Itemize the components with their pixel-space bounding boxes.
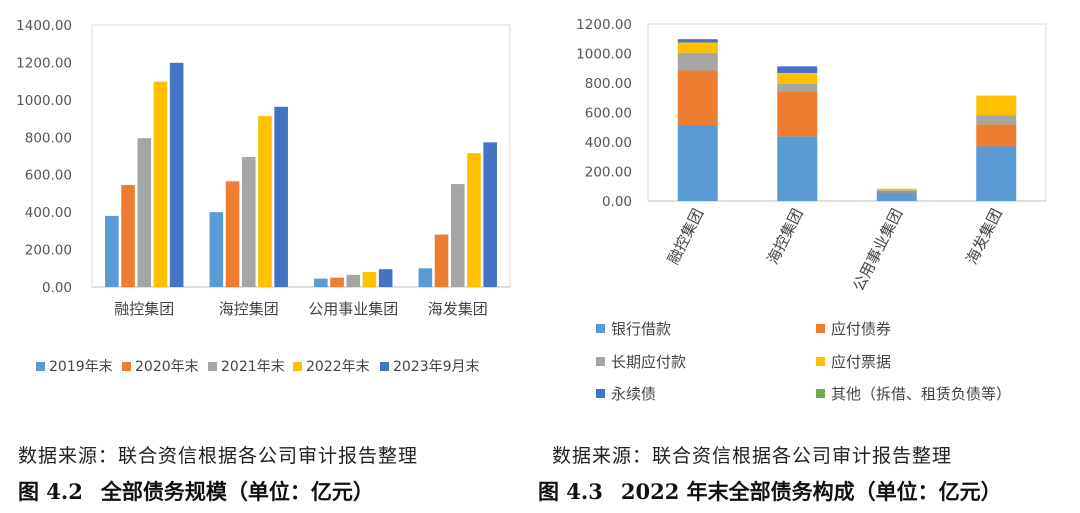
legend-label: 2022年末 — [306, 359, 370, 375]
bar-公用事业集团-2022年末 — [362, 272, 377, 287]
y-tick-label: 200.00 — [25, 243, 72, 259]
bar-公用事业集团-2019年末 — [314, 278, 328, 287]
bar-公用事业集团-2020年末 — [330, 277, 344, 287]
y-tick-label: 200.00 — [585, 165, 632, 181]
stack-海控集团-长期应付款 — [777, 84, 818, 92]
y-tick-label: 0.00 — [42, 280, 72, 296]
legend-label: 应付票据 — [831, 353, 891, 371]
y-tick-label: 600.00 — [585, 106, 632, 122]
x-category-label: 海控集团 — [219, 300, 279, 318]
legend-label: 应付债券 — [831, 320, 891, 338]
bar-海发集团-2020年末 — [434, 234, 449, 287]
stack-融控集团-银行借款 — [677, 125, 718, 201]
stack-融控集团-应付债券 — [677, 70, 718, 126]
y-tick-label: 800.00 — [585, 76, 632, 92]
bar-融控集团-2022年末 — [153, 81, 168, 287]
stack-海发集团-银行借款 — [976, 146, 1017, 201]
bar-海发集团-2022年末 — [467, 153, 481, 287]
stack-公用事业集团-应付票据 — [876, 188, 917, 191]
legend-swatch — [122, 362, 131, 371]
bar-公用事业集团-2021年末 — [346, 274, 361, 287]
stack-公用事业集团-应付债券 — [876, 190, 917, 193]
right-source-note: 数据来源：联合资信根据各公司审计报告整理 — [552, 445, 953, 467]
bar-海发集团-2019年末 — [418, 268, 433, 287]
bar-海控集团-2022年末 — [258, 116, 272, 287]
stack-海控集团-银行借款 — [777, 136, 818, 201]
left-source-note: 数据来源：联合资信根据各公司审计报告整理 — [18, 445, 419, 467]
legend-swatch — [816, 324, 825, 333]
y-tick-label: 1400.00 — [16, 18, 72, 34]
y-tick-label: 1200.00 — [16, 55, 72, 71]
x-category-label: 融控集团 — [664, 206, 707, 268]
bar-海控集团-2021年末 — [241, 156, 256, 287]
x-category-label: 海控集团 — [764, 206, 807, 268]
x-category-label: 公用事业集团 — [308, 300, 398, 318]
x-category-label: 公用事业集团 — [849, 206, 906, 294]
stack-海控集团-永续债 — [777, 66, 818, 73]
stack-海发集团-应付票据 — [976, 95, 1017, 116]
stack-融控集团-应付票据 — [677, 42, 718, 53]
legend-label: 长期应付款 — [611, 353, 686, 371]
bar-融控集团-2019年末 — [105, 215, 119, 287]
legend-swatch — [36, 362, 45, 371]
x-category-label: 融控集团 — [114, 300, 174, 318]
y-tick-label: 1200.00 — [576, 17, 632, 33]
legend-swatch — [816, 357, 825, 366]
legend-swatch — [293, 362, 302, 371]
legend-label: 永续债 — [611, 385, 656, 403]
stack-融控集团-长期应付款 — [677, 52, 718, 71]
left-figure-title: 全部债务规模（单位：亿元） — [100, 479, 374, 504]
bar-海控集团-2019年末 — [209, 212, 224, 287]
right-figure-number: 图 4.3 — [538, 479, 603, 504]
debt-composition-chart: 0.00 200.00 400.00 600.00 800.00 1000.00 1200.… — [576, 17, 1047, 403]
legend-label: 其他（拆借、租赁负债等） — [831, 385, 1011, 403]
legend-swatch — [816, 389, 825, 398]
legend-label: 2023年9月末 — [393, 359, 480, 375]
bar-海发集团-2023年9月末 — [483, 142, 497, 287]
legend-label: 2021年末 — [221, 359, 285, 375]
bar-融控集团-2020年末 — [121, 185, 135, 287]
legend-swatch — [596, 324, 605, 333]
left-figure-number: 图 4.2 — [18, 479, 83, 504]
legend-label: 2020年末 — [135, 359, 199, 375]
y-tick-label: 400.00 — [25, 205, 72, 221]
stack-公用事业集团-长期应付款 — [876, 190, 917, 191]
legend-swatch — [380, 362, 389, 371]
legend-label: 2019年末 — [49, 359, 113, 375]
bar-海控集团-2020年末 — [225, 181, 240, 287]
stack-融控集团-永续债 — [677, 39, 718, 43]
stack-海控集团-应付债券 — [777, 91, 818, 137]
right-figure-caption: 图 4.3 2022 年末全部债务构成（单位：亿元） — [538, 476, 1020, 506]
legend-swatch — [208, 362, 217, 371]
bar-融控集团-2021年末 — [137, 138, 152, 287]
stack-海发集团-应付债券 — [976, 124, 1017, 147]
legend-label: 银行借款 — [611, 320, 671, 338]
y-tick-label: 600.00 — [25, 168, 72, 184]
x-category-label: 海发集团 — [428, 300, 488, 318]
x-category-label: 海发集团 — [963, 206, 1006, 268]
bar-公用事业集团-2023年9月末 — [378, 269, 393, 287]
y-tick-label: 1000.00 — [16, 93, 72, 109]
stack-公用事业集团-银行借款 — [876, 192, 917, 201]
left-figure-caption: 图 4.2 全部债务规模（单位：亿元） — [18, 476, 392, 506]
legend-swatch — [596, 389, 605, 398]
bar-海控集团-2023年9月末 — [274, 106, 288, 287]
bar-融控集团-2023年9月末 — [169, 62, 184, 287]
legend-swatch — [596, 357, 605, 366]
stack-海发集团-长期应付款 — [976, 115, 1017, 125]
bar-海发集团-2021年末 — [450, 184, 465, 287]
right-figure-title: 2022 年末全部债务构成（单位：亿元） — [620, 479, 1002, 504]
y-tick-label: 0.00 — [602, 194, 632, 210]
stack-海控集团-应付票据 — [777, 72, 818, 85]
y-tick-label: 800.00 — [25, 130, 72, 146]
total-debt-chart: 0.00 200.00 400.00 600.00 800.00 1000.00 1200.… — [16, 18, 511, 375]
y-tick-label: 400.00 — [585, 135, 632, 151]
y-tick-label: 1000.00 — [576, 47, 632, 63]
